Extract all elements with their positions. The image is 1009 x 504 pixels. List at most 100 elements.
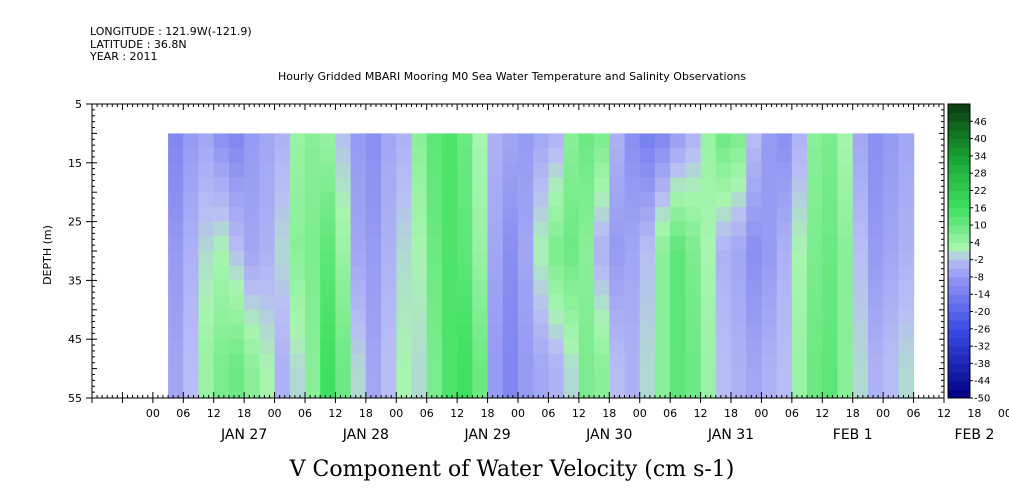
heatmap-cell — [609, 280, 626, 296]
heatmap-cell — [837, 236, 854, 252]
heatmap-cell — [731, 339, 747, 355]
heatmap-cell — [274, 162, 291, 179]
heatmap-cell — [807, 148, 823, 164]
x-hour-label: 06 — [420, 407, 434, 420]
heatmap-cell — [548, 148, 565, 164]
heatmap-cell — [259, 133, 276, 149]
heatmap-cell — [518, 265, 534, 281]
heatmap-cell — [578, 265, 595, 281]
heatmap-cell — [213, 339, 230, 355]
colorbar-swatch — [948, 311, 970, 321]
heatmap-cell — [791, 280, 808, 296]
heatmap-cell — [472, 177, 489, 193]
heatmap-cell — [883, 309, 899, 326]
heatmap-cell — [746, 162, 763, 179]
heatmap-cell — [715, 309, 732, 326]
heatmap-cell — [700, 280, 717, 296]
x-hour-label: 18 — [237, 407, 251, 420]
heatmap-cell — [183, 265, 200, 281]
heatmap-cell — [715, 251, 732, 267]
heatmap-cell — [259, 368, 276, 384]
heatmap-cell — [776, 148, 793, 164]
heatmap-cell — [244, 236, 260, 252]
heatmap-cell — [183, 221, 200, 237]
heatmap-cell — [594, 162, 610, 179]
heatmap-cell — [396, 353, 413, 370]
heatmap-cell — [822, 280, 839, 296]
heatmap-cell — [594, 368, 610, 384]
heatmap-cell — [670, 280, 686, 296]
heatmap-cell — [898, 265, 915, 281]
heatmap-cell — [883, 280, 899, 296]
heatmap-cell — [594, 309, 610, 326]
heatmap-cell — [228, 192, 245, 208]
heatmap-cell — [807, 368, 823, 384]
x-hour-label: 06 — [785, 407, 799, 420]
heatmap-cell — [213, 324, 230, 340]
heatmap-cell — [852, 177, 869, 193]
x-day-label: JAN 29 — [463, 427, 510, 443]
heatmap-cell — [594, 295, 610, 311]
heatmap-cell — [837, 162, 854, 179]
heatmap-cell — [731, 177, 747, 193]
heatmap-cell — [472, 192, 489, 208]
heatmap-cell — [867, 148, 884, 164]
x-hour-label: 12 — [815, 407, 829, 420]
heatmap-cell — [548, 251, 565, 267]
heatmap-cell — [548, 206, 565, 223]
heatmap-cell — [776, 251, 793, 267]
heatmap-cell — [700, 368, 717, 384]
heatmap-cell — [381, 162, 397, 179]
colorbar-swatch — [948, 354, 970, 364]
heatmap-cell — [411, 368, 428, 384]
heatmap-cell — [213, 265, 230, 281]
heatmap-cell — [457, 280, 473, 296]
heatmap-cell — [700, 162, 717, 179]
heatmap-cell — [548, 236, 565, 252]
heatmap-cell — [791, 192, 808, 208]
colorbar-swatch — [948, 372, 970, 382]
heatmap-cell — [685, 265, 702, 281]
heatmap-cell — [305, 192, 321, 208]
heatmap-cell — [335, 324, 352, 340]
heatmap-cell — [654, 265, 671, 281]
heatmap-cell — [670, 309, 686, 326]
heatmap-cell — [594, 251, 610, 267]
heatmap-cell — [305, 309, 321, 326]
heatmap-cell — [518, 148, 534, 164]
heatmap-cell — [472, 309, 489, 326]
heatmap-cell — [183, 280, 200, 296]
heatmap-cell — [228, 206, 245, 223]
heatmap-cell — [563, 251, 580, 267]
heatmap-cell — [852, 236, 869, 252]
heatmap-cell — [746, 236, 763, 252]
heatmap-cell — [685, 221, 702, 237]
heatmap-cell — [396, 148, 413, 164]
heatmap-cell — [898, 236, 915, 252]
heatmap-cell — [198, 133, 215, 149]
x-hour-label: 18 — [481, 407, 495, 420]
heatmap-cell — [259, 309, 276, 326]
heatmap-cell — [381, 206, 397, 223]
heatmap-cell — [715, 133, 732, 149]
heatmap-cell — [791, 221, 808, 237]
heatmap-cell — [335, 339, 352, 355]
heatmap-cell — [213, 236, 230, 252]
heatmap-cell — [700, 309, 717, 326]
heatmap-cell — [563, 368, 580, 384]
heatmap-cell — [867, 162, 884, 179]
heatmap-cell — [289, 148, 306, 164]
heatmap-cell — [472, 133, 489, 149]
heatmap-cell — [807, 280, 823, 296]
heatmap-cell — [594, 339, 610, 355]
heatmap-cell — [274, 353, 291, 370]
heatmap-cell — [183, 192, 200, 208]
heatmap-cell — [654, 133, 671, 149]
heatmap-cell — [487, 339, 504, 355]
heatmap-cell — [639, 280, 656, 296]
heatmap-cell — [441, 148, 458, 164]
heatmap-cell — [548, 280, 565, 296]
heatmap-cell — [289, 309, 306, 326]
heatmap-cell — [715, 368, 732, 384]
heatmap-cell — [654, 309, 671, 326]
